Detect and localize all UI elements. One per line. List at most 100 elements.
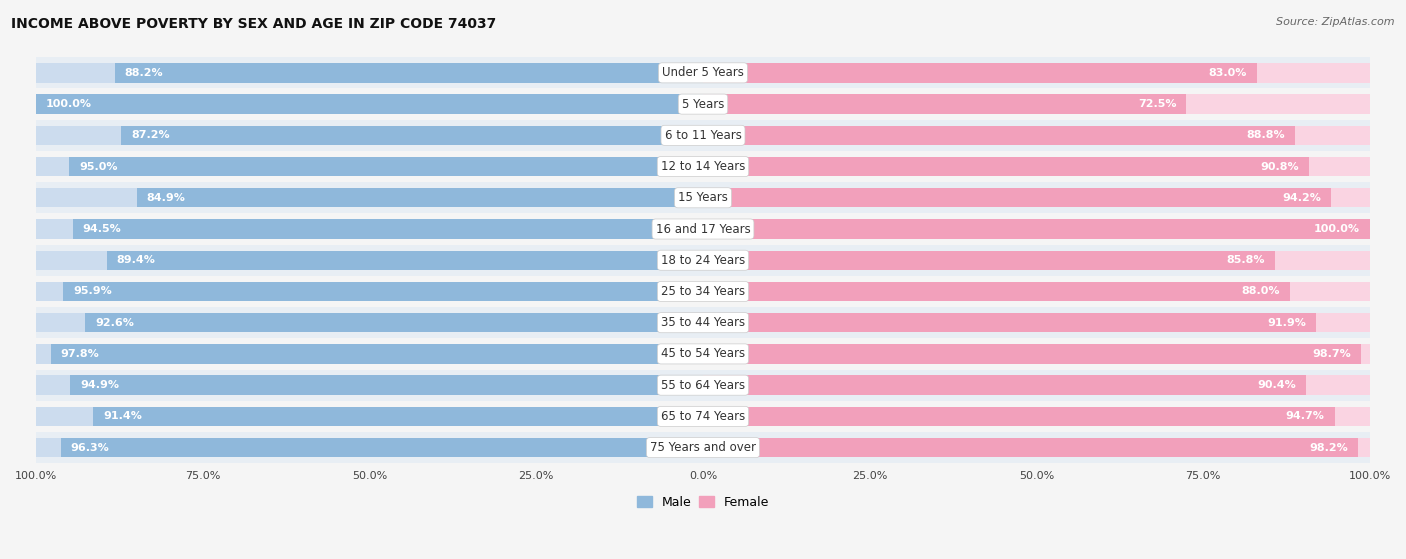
Bar [37, 57, 1369, 88]
Bar [37, 401, 1369, 432]
Bar [136, 188, 703, 207]
Bar [37, 126, 703, 145]
Bar [703, 219, 1369, 239]
Bar [37, 214, 1369, 245]
Bar [703, 63, 1257, 83]
Text: 55 to 64 Years: 55 to 64 Years [661, 378, 745, 392]
Text: Source: ZipAtlas.com: Source: ZipAtlas.com [1277, 17, 1395, 27]
Bar [703, 188, 1331, 207]
Bar [86, 313, 703, 333]
Bar [37, 182, 1369, 214]
Bar [107, 250, 703, 270]
Text: 98.7%: 98.7% [1312, 349, 1351, 359]
Text: 5 Years: 5 Years [682, 98, 724, 111]
Bar [703, 94, 1187, 114]
Text: 97.8%: 97.8% [60, 349, 100, 359]
Bar [703, 94, 1369, 114]
Bar [37, 407, 703, 426]
Bar [703, 282, 1369, 301]
Bar [37, 344, 703, 363]
Text: 12 to 14 Years: 12 to 14 Years [661, 160, 745, 173]
Bar [37, 438, 703, 457]
Text: 85.8%: 85.8% [1226, 255, 1265, 265]
Bar [703, 63, 1369, 83]
Bar [70, 376, 703, 395]
Text: 84.9%: 84.9% [146, 193, 186, 203]
Text: 72.5%: 72.5% [1137, 99, 1177, 109]
Legend: Male, Female: Male, Female [631, 491, 775, 514]
Text: 6 to 11 Years: 6 to 11 Years [665, 129, 741, 142]
Text: 95.9%: 95.9% [73, 286, 112, 296]
Text: 94.7%: 94.7% [1285, 411, 1324, 421]
Bar [37, 313, 703, 333]
Bar [703, 313, 1369, 333]
Text: 88.0%: 88.0% [1241, 286, 1279, 296]
Text: 92.6%: 92.6% [96, 318, 135, 328]
Bar [69, 157, 703, 176]
Bar [37, 338, 1369, 369]
Bar [121, 126, 703, 145]
Bar [703, 344, 1369, 363]
Bar [703, 219, 1369, 239]
Text: Under 5 Years: Under 5 Years [662, 67, 744, 79]
Bar [703, 407, 1369, 426]
Bar [93, 407, 703, 426]
Bar [703, 438, 1369, 457]
Bar [37, 120, 1369, 151]
Bar [703, 313, 1316, 333]
Text: 91.9%: 91.9% [1267, 318, 1306, 328]
Bar [703, 282, 1289, 301]
Bar [73, 219, 703, 239]
Bar [703, 126, 1295, 145]
Bar [703, 407, 1334, 426]
Text: 16 and 17 Years: 16 and 17 Years [655, 222, 751, 235]
Bar [703, 250, 1369, 270]
Bar [703, 344, 1361, 363]
Text: 98.2%: 98.2% [1309, 443, 1348, 453]
Text: 90.8%: 90.8% [1260, 162, 1299, 172]
Bar [37, 369, 1369, 401]
Text: 83.0%: 83.0% [1208, 68, 1247, 78]
Text: 94.5%: 94.5% [83, 224, 121, 234]
Bar [37, 307, 1369, 338]
Bar [703, 376, 1369, 395]
Bar [51, 344, 703, 363]
Bar [703, 376, 1306, 395]
Bar [37, 276, 1369, 307]
Bar [37, 245, 1369, 276]
Text: 94.9%: 94.9% [80, 380, 120, 390]
Bar [63, 282, 703, 301]
Bar [37, 94, 703, 114]
Text: 90.4%: 90.4% [1257, 380, 1296, 390]
Text: 15 Years: 15 Years [678, 191, 728, 204]
Bar [37, 432, 1369, 463]
Bar [37, 88, 1369, 120]
Text: 25 to 34 Years: 25 to 34 Years [661, 285, 745, 298]
Text: 95.0%: 95.0% [80, 162, 118, 172]
Bar [703, 157, 1309, 176]
Text: 94.2%: 94.2% [1282, 193, 1322, 203]
Text: 88.8%: 88.8% [1247, 130, 1285, 140]
Bar [703, 438, 1358, 457]
Bar [703, 157, 1369, 176]
Bar [37, 151, 1369, 182]
Bar [37, 63, 703, 83]
Text: 100.0%: 100.0% [1313, 224, 1360, 234]
Bar [37, 219, 703, 239]
Bar [37, 94, 703, 114]
Text: 91.4%: 91.4% [104, 411, 142, 421]
Bar [37, 376, 703, 395]
Text: 89.4%: 89.4% [117, 255, 156, 265]
Text: 88.2%: 88.2% [125, 68, 163, 78]
Text: 18 to 24 Years: 18 to 24 Years [661, 254, 745, 267]
Bar [37, 157, 703, 176]
Text: INCOME ABOVE POVERTY BY SEX AND AGE IN ZIP CODE 74037: INCOME ABOVE POVERTY BY SEX AND AGE IN Z… [11, 17, 496, 31]
Text: 100.0%: 100.0% [46, 99, 93, 109]
Text: 45 to 54 Years: 45 to 54 Years [661, 348, 745, 361]
Bar [37, 250, 703, 270]
Text: 75 Years and over: 75 Years and over [650, 441, 756, 454]
Bar [115, 63, 703, 83]
Bar [703, 188, 1369, 207]
Text: 35 to 44 Years: 35 to 44 Years [661, 316, 745, 329]
Bar [703, 250, 1275, 270]
